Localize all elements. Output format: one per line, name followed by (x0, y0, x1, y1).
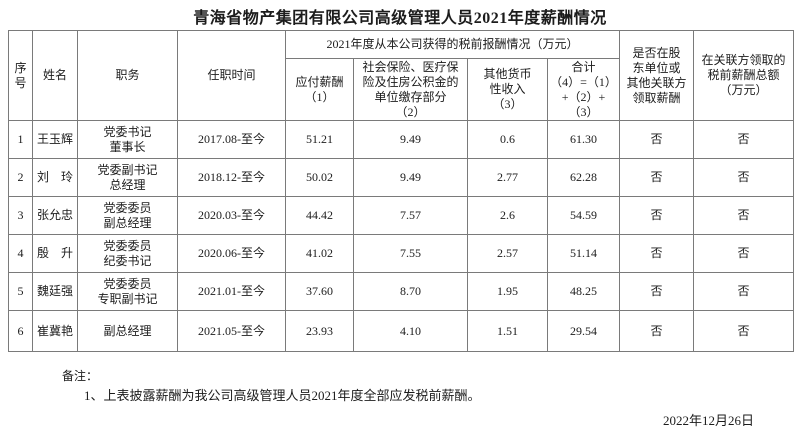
col-header-name: 姓名 (32, 30, 78, 121)
cell-salary: 44.42 (285, 196, 354, 235)
cell-other-income: 2.77 (467, 158, 548, 197)
cell-other-income: 1.51 (467, 310, 548, 352)
page-title: 青海省物产集团有限公司高级管理人员2021年度薪酬情况 (193, 10, 607, 27)
header-row-group: 序 号 姓名 职务 任职时间 2021年度从本公司获得的税前报酬情况（万元） 是… (8, 30, 795, 121)
cell-name: 张允忠 (32, 196, 78, 235)
col-header-related-party-amount: 在关联方领取的 税前薪酬总额 （万元） (693, 30, 795, 121)
cell-related-party-amount: 否 (693, 234, 795, 273)
table-row: 5 魏廷强 党委委员 专职副书记 2021.01-至今 37.60 8.70 1… (8, 272, 795, 311)
cell-salary: 23.93 (285, 310, 354, 352)
col-header-salary: 应付薪酬 （1） (285, 58, 354, 121)
cell-position: 党委委员 专职副书记 (77, 272, 178, 311)
cell-no: 4 (8, 234, 33, 273)
document-date: 2022年12月26日 (662, 413, 754, 428)
cell-total: 61.30 (546, 120, 621, 159)
cell-related-party-amount: 否 (693, 158, 795, 197)
col-header-related-party-pay: 是否在股 东单位或 其他关联方 领取薪酬 (619, 30, 695, 121)
cell-total: 62.28 (546, 158, 621, 197)
cell-other-income: 1.95 (467, 272, 548, 311)
col-header-position: 职务 (77, 30, 178, 121)
cell-insurance: 7.57 (353, 196, 468, 235)
col-header-total: 合计 （4）=（1） +（2）+ （3） (546, 58, 621, 121)
cell-related-party-amount: 否 (693, 272, 795, 311)
cell-name: 殷 升 (32, 234, 78, 273)
cell-insurance: 4.10 (353, 310, 468, 352)
cell-no: 1 (8, 120, 33, 159)
cell-total: 54.59 (546, 196, 621, 235)
cell-name: 王玉辉 (32, 120, 78, 159)
cell-position: 党委委员 纪委书记 (77, 234, 178, 273)
cell-salary: 50.02 (285, 158, 354, 197)
cell-salary: 37.60 (285, 272, 354, 311)
cell-tenure: 2017.08-至今 (177, 120, 286, 159)
note-item: 1、上表披露薪酬为我公司高级管理人员2021年度全部应发税前薪酬。 (84, 388, 481, 403)
cell-total: 51.14 (546, 234, 621, 273)
cell-no: 5 (8, 272, 33, 311)
col-header-group-pretax: 2021年度从本公司获得的税前报酬情况（万元） (284, 30, 621, 59)
table-row: 3 张允忠 党委委员 副总经理 2020.03-至今 44.42 7.57 2.… (8, 196, 795, 235)
cell-tenure: 2020.06-至今 (177, 234, 286, 273)
cell-no: 2 (8, 158, 33, 197)
cell-other-income: 2.6 (467, 196, 548, 235)
cell-total: 48.25 (546, 272, 621, 311)
cell-tenure: 2018.12-至今 (177, 158, 286, 197)
cell-no: 3 (8, 196, 33, 235)
cell-insurance: 9.49 (353, 120, 468, 159)
cell-tenure: 2020.03-至今 (177, 196, 286, 235)
cell-related-party-pay: 否 (619, 120, 695, 159)
cell-related-party-pay: 否 (619, 196, 695, 235)
cell-name: 崔冀艳 (32, 310, 78, 352)
col-header-tenure: 任职时间 (177, 30, 286, 121)
col-header-no: 序 号 (8, 30, 33, 121)
cell-related-party-pay: 否 (619, 234, 695, 273)
table-row: 4 殷 升 党委委员 纪委书记 2020.06-至今 41.02 7.55 2.… (8, 234, 795, 273)
cell-related-party-amount: 否 (693, 120, 795, 159)
cell-name: 魏廷强 (32, 272, 78, 311)
cell-salary: 51.21 (285, 120, 354, 159)
cell-related-party-pay: 否 (619, 310, 695, 352)
col-header-other-income: 其他货币 性收入 （3） (467, 58, 548, 121)
cell-related-party-pay: 否 (619, 272, 695, 311)
cell-related-party-amount: 否 (693, 310, 795, 352)
cell-other-income: 0.6 (467, 120, 548, 159)
table-row: 6 崔冀艳 副总经理 2021.05-至今 23.93 4.10 1.51 29… (8, 310, 795, 352)
cell-position: 党委委员 副总经理 (77, 196, 178, 235)
cell-tenure: 2021.01-至今 (177, 272, 286, 311)
header-row-sub: 应付薪酬 （1） 社会保险、医疗保 险及住房公积金的 单位缴存部分 （2） 其他… (9, 58, 794, 121)
cell-position: 副总经理 (77, 310, 178, 352)
cell-insurance: 7.55 (353, 234, 468, 273)
table-row: 2 刘 玲 党委副书记 总经理 2018.12-至今 50.02 9.49 2.… (8, 158, 795, 197)
cell-insurance: 9.49 (353, 158, 468, 197)
cell-total: 29.54 (546, 310, 621, 352)
cell-salary: 41.02 (285, 234, 354, 273)
cell-insurance: 8.70 (353, 272, 468, 311)
col-header-insurance: 社会保险、医疗保 险及住房公积金的 单位缴存部分 （2） (353, 58, 468, 121)
table-row: 1 王玉辉 党委书记 董事长 2017.08-至今 51.21 9.49 0.6… (8, 120, 795, 159)
cell-related-party-amount: 否 (693, 196, 795, 235)
cell-no: 6 (8, 310, 33, 352)
salary-table: 序 号 姓名 职务 任职时间 2021年度从本公司获得的税前报酬情况（万元） 是… (8, 30, 795, 352)
cell-position: 党委副书记 总经理 (77, 158, 178, 197)
cell-name: 刘 玲 (32, 158, 78, 197)
cell-tenure: 2021.05-至今 (177, 310, 286, 352)
notes-label: 备注： (62, 369, 99, 383)
cell-other-income: 2.57 (467, 234, 548, 273)
cell-related-party-pay: 否 (619, 158, 695, 197)
cell-position: 党委书记 董事长 (77, 120, 178, 159)
